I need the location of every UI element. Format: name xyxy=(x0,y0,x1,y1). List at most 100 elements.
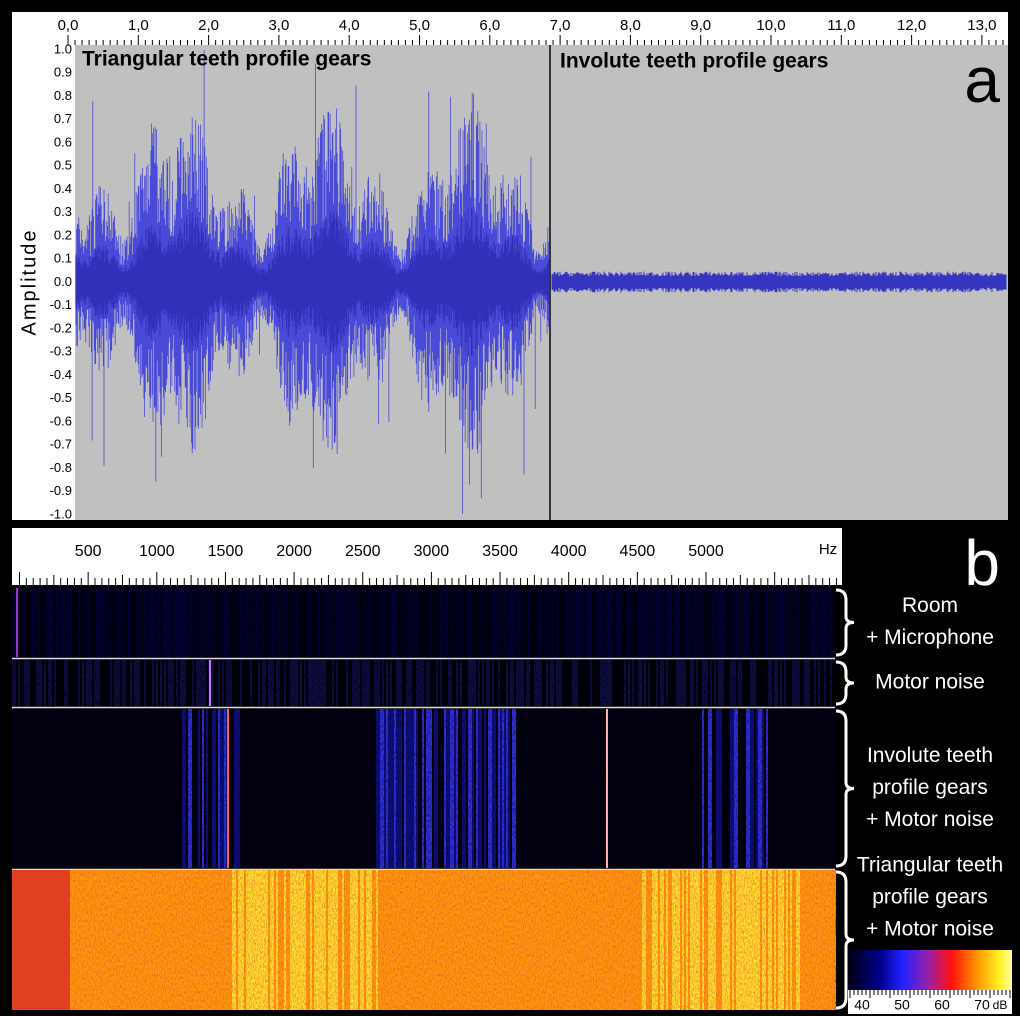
brace xyxy=(835,709,855,868)
bin xyxy=(696,660,698,706)
bin xyxy=(192,870,194,1010)
bin xyxy=(108,588,110,657)
bin xyxy=(640,660,642,706)
bin xyxy=(392,870,394,1010)
bin xyxy=(746,709,748,868)
bin xyxy=(334,588,336,657)
bin xyxy=(66,709,68,868)
bin xyxy=(236,660,238,706)
bin xyxy=(524,870,526,1010)
bin xyxy=(678,870,680,1010)
bin xyxy=(284,660,286,706)
bin xyxy=(776,588,778,657)
bin xyxy=(660,709,662,868)
bin xyxy=(670,588,672,657)
bin xyxy=(424,588,426,657)
bin xyxy=(98,660,100,706)
bin xyxy=(720,660,722,706)
bin xyxy=(166,588,168,657)
bin xyxy=(416,588,418,657)
bin xyxy=(234,588,236,657)
bin xyxy=(136,660,138,706)
bin xyxy=(470,660,472,706)
bin xyxy=(538,660,540,706)
bin xyxy=(256,588,258,657)
bin xyxy=(688,709,690,868)
bin xyxy=(802,870,804,1010)
bin xyxy=(750,588,752,657)
bin xyxy=(80,588,82,657)
bin xyxy=(766,660,768,706)
bin xyxy=(122,709,124,868)
y-tick-label: 0.3 xyxy=(54,204,72,219)
bin xyxy=(820,870,822,1010)
bin xyxy=(76,660,78,706)
bin xyxy=(296,588,298,657)
bin xyxy=(650,870,652,1010)
bin xyxy=(320,870,322,1010)
bin xyxy=(142,870,144,1010)
bin xyxy=(652,870,654,1010)
bin xyxy=(80,870,82,1010)
bin xyxy=(812,870,814,1010)
bin xyxy=(454,588,456,657)
bin xyxy=(178,709,180,868)
bin xyxy=(688,660,690,706)
bin xyxy=(242,870,244,1010)
bin xyxy=(22,870,24,1010)
bin xyxy=(172,588,174,657)
bin xyxy=(340,870,342,1010)
bin xyxy=(620,660,622,706)
bin xyxy=(826,660,828,706)
bin xyxy=(550,588,552,657)
bin xyxy=(492,660,494,706)
bin xyxy=(206,870,208,1010)
bin xyxy=(498,588,500,657)
bin xyxy=(800,870,802,1010)
bin xyxy=(776,660,778,706)
bin xyxy=(724,660,726,706)
bin xyxy=(456,870,458,1010)
bin xyxy=(558,870,560,1010)
bin xyxy=(822,870,824,1010)
bin xyxy=(814,660,816,706)
bin xyxy=(726,709,728,868)
bin xyxy=(422,870,424,1010)
bin xyxy=(560,588,562,657)
bin xyxy=(170,660,172,706)
bin xyxy=(244,709,246,868)
bin xyxy=(296,709,298,868)
wave-inner xyxy=(75,207,549,357)
bin xyxy=(818,588,820,657)
x-tick-label: 4500 xyxy=(620,543,656,560)
bin xyxy=(336,588,338,657)
bin xyxy=(280,709,282,868)
bin xyxy=(552,588,554,657)
bin xyxy=(514,870,516,1010)
row-label: profile gears xyxy=(872,886,988,909)
bin xyxy=(616,870,618,1010)
bin xyxy=(28,870,30,1010)
bin xyxy=(572,709,574,868)
bin xyxy=(250,709,252,868)
bin xyxy=(566,588,568,657)
bin xyxy=(48,709,50,868)
bin xyxy=(556,660,558,706)
bin xyxy=(552,709,554,868)
bin xyxy=(562,588,564,657)
bin xyxy=(228,660,230,706)
bin xyxy=(308,870,310,1010)
bin xyxy=(52,709,54,868)
bin xyxy=(652,660,654,706)
bin xyxy=(442,660,444,706)
bin xyxy=(338,870,340,1010)
bin xyxy=(472,588,474,657)
bin xyxy=(788,709,790,868)
bin xyxy=(492,870,494,1010)
bin xyxy=(288,870,290,1010)
bin xyxy=(562,709,564,868)
bin xyxy=(66,660,68,706)
bin xyxy=(454,660,456,706)
y-tick-label: 0.5 xyxy=(54,158,72,173)
bin xyxy=(646,709,648,868)
